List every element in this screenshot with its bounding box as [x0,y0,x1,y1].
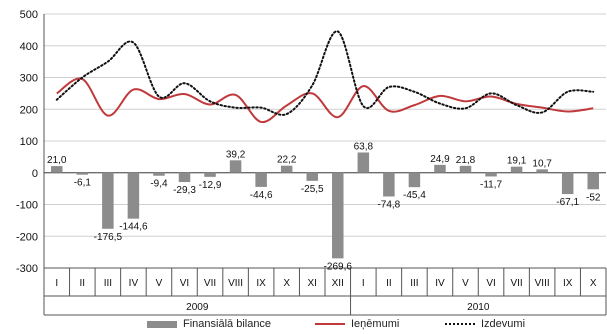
balance-bar [229,160,242,173]
legend-swatch-expenses [445,323,475,325]
bar-value-label: -74,8 [377,199,400,210]
revenue-line [56,77,594,123]
y-tick-label: 300 [20,73,38,85]
balance-bar [357,152,370,173]
bar-value-label: 22,2 [277,155,297,166]
y-tick-label: 0 [32,168,38,180]
category-label: VIII [535,278,550,289]
category-label: IV [435,278,445,289]
y-tick-label: -200 [16,231,38,243]
balance-bar [204,172,216,177]
balance-bar [332,172,344,259]
bar-value-label: 21,8 [456,155,476,166]
category-label: III [104,278,112,289]
category-label: XI [308,278,317,289]
bar-value-label: -25,5 [301,184,324,195]
balance-bar [178,172,191,183]
year-label: 2010 [467,302,490,313]
legend-label-bars: Finansiālā bilance [183,318,272,330]
balance-bar [408,172,421,188]
balance-bar [434,164,446,173]
legend-item-revenue: Ieņēmumi [315,316,399,332]
legend-label-expenses: Izdevumi [481,318,526,330]
bar-value-label: -269,6 [324,261,353,272]
bar-value-label: 63,8 [354,141,374,152]
bar-value-label: -144,6 [119,222,148,233]
balance-bar [510,166,523,173]
bar-value-label: 24,9 [430,154,450,165]
balance-bar [76,172,89,175]
balance-bar [153,172,165,176]
legend-item-bars: Finansiālā bilance [147,316,271,332]
y-tick-label: -100 [16,200,38,212]
balance-bar [459,165,472,173]
bar-value-label: -9,4 [150,179,168,190]
y-tick-label: 400 [20,41,38,53]
balance-bar [102,172,114,229]
bar-value-label: -11,7 [480,179,502,190]
expenses-line [55,30,595,116]
category-label: V [462,278,469,289]
bar-value-label: -29,3 [173,185,196,196]
legend: Finansiālā bilance Ieņēmumi Izdevumi [0,316,607,332]
bar-value-label: -44,6 [250,190,273,201]
category-label: VI [180,278,189,289]
legend-label-revenue: Ieņēmumi [351,318,400,330]
category-label: II [80,278,86,289]
y-tick-label: -300 [16,263,38,275]
bar-value-label: -6,1 [74,178,92,189]
category-label: III [410,278,418,289]
category-label: VII [204,278,216,289]
legend-swatch-revenue [315,323,345,325]
balance-bar [306,172,318,181]
balance-bar [383,172,395,197]
bar-value-label: -52 [586,192,601,203]
balance-bar [536,169,548,173]
category-label: I [55,278,58,289]
category-label: VI [486,278,495,289]
category-label: IX [256,278,266,289]
balance-bar [127,172,140,219]
legend-item-expenses: Izdevumi [445,316,525,332]
balance-bar [587,172,599,190]
category-label: I [362,278,365,289]
bar-value-label: 10,7 [532,158,552,169]
y-tick-label: 100 [20,136,38,148]
balance-bar [255,172,267,187]
category-label: VIII [228,278,243,289]
balance-bar [51,166,63,173]
y-tick-label: 500 [20,9,38,21]
legend-swatch-bars [147,320,177,328]
bar-value-label: -67,1 [556,197,579,208]
category-label: II [386,278,392,289]
balance-bar [561,172,574,195]
balance-bar [485,172,497,177]
y-tick-label: 200 [20,104,38,116]
bar-value-label: -176,5 [94,232,123,243]
category-label: X [590,278,597,289]
bar-value-label: 39,2 [226,149,246,160]
bar-value-label: 19,1 [507,156,527,167]
category-label: XII [332,278,344,289]
category-label: IV [129,278,139,289]
category-label: VII [510,278,522,289]
balance-bar [280,165,293,173]
category-label: IX [563,278,573,289]
category-label: X [283,278,290,289]
bar-value-label: 21,0 [47,155,67,166]
bar-value-label: -12,9 [199,180,222,191]
year-label: 2009 [186,302,209,313]
bar-value-label: -45,4 [403,190,426,201]
category-label: V [156,278,163,289]
